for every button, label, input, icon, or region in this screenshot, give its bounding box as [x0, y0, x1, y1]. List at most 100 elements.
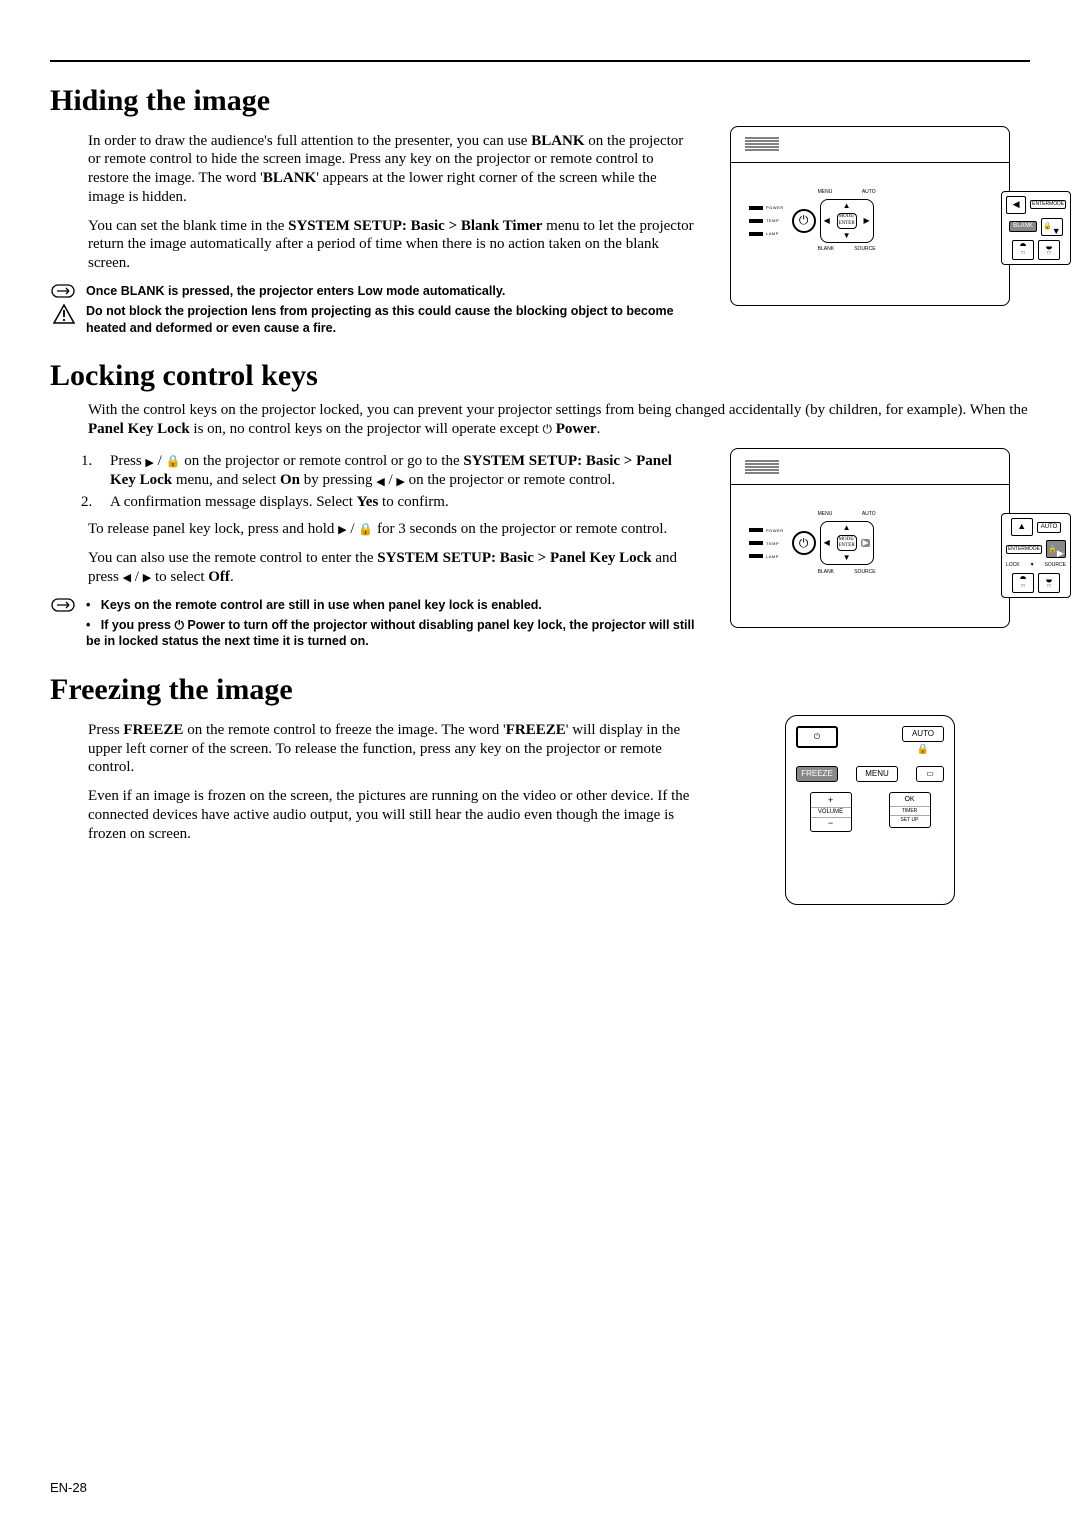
label: SOURCE [1045, 562, 1066, 568]
text: FREEZE [506, 722, 566, 738]
led-label: LAMP [766, 231, 779, 236]
blank-button: BLANK [1009, 221, 1037, 232]
note-text: • Keys on the remote control are still i… [86, 597, 696, 614]
left-arrow-icon [123, 568, 131, 587]
text: SYSTEM SETUP: Basic > Blank Timer [288, 218, 542, 234]
vent-icon [745, 136, 779, 152]
text: on the remote control to freeze the imag… [183, 722, 505, 738]
text: FREEZE [123, 722, 183, 738]
led-label: TEMP [766, 218, 779, 223]
projector-diagram-2: POWER TEMP LAMP ⏻ MENU AUTO ▲▼ ◀▶ MODE/E… [730, 448, 1010, 628]
led [749, 541, 763, 545]
keystone-button: ⯊□ [1012, 573, 1034, 593]
label: LOCK [1006, 562, 1020, 568]
text: Keys on the remote control are still in … [101, 598, 542, 612]
enter-mode-button: ENTERMODE [1006, 545, 1042, 555]
keystone-button: ⯊□ [1012, 240, 1034, 260]
page-number: EN-28 [50, 1480, 87, 1496]
label: SOURCE [854, 246, 875, 252]
label: SOURCE [854, 569, 875, 575]
s1-para1: In order to draw the audience's full att… [88, 132, 696, 207]
led-label: LAMP [766, 554, 779, 559]
led-label: POWER [766, 528, 784, 533]
note-text: • If you press ⏻ Power to turn off the p… [86, 617, 696, 651]
mode-enter-button: MODE/ENTER [837, 213, 857, 229]
text: A confirmation message displays. Select [110, 494, 357, 510]
text: You can also use the remote control to e… [88, 550, 377, 566]
lock-steps: Press / 🔒 on the projector or remote con… [50, 452, 696, 512]
menu-button: MENU [856, 766, 898, 782]
ok-timer-button: OKTIMERSET UP [889, 792, 931, 827]
remote-diagram: ⏻ AUTO 🔒 FREEZE MENU ▭ +VOLUME− OKTIMERS… [785, 715, 955, 905]
note-text: Once BLANK is pressed, the projector ent… [86, 283, 696, 300]
led [749, 528, 763, 532]
led [749, 206, 763, 210]
power-icon: ⏻ [543, 422, 553, 436]
text: to confirm. [378, 494, 448, 510]
label: MENU [818, 189, 833, 195]
dpad: ▲▼ ◀▶ MODE/ENTER [820, 199, 874, 243]
led-label: TEMP [766, 541, 779, 546]
control-cluster: POWER TEMP LAMP ⏻ MENU AUTO ▲▼ ◀▶ MODE/E… [749, 199, 874, 243]
text: Yes [357, 494, 379, 510]
label: ENTER [1008, 547, 1025, 553]
text: for 3 seconds on the projector or remote… [373, 521, 667, 537]
led [749, 232, 763, 236]
warning-lens: Do not block the projection lens from pr… [50, 303, 696, 337]
keystone-button: ⯋□ [1038, 573, 1060, 593]
label: MENU [818, 511, 833, 517]
note-text: Do not block the projection lens from pr… [86, 303, 696, 337]
text: Off [208, 569, 230, 585]
left-arrow-icon [376, 472, 384, 491]
step-2: A confirmation message displays. Select … [96, 493, 696, 512]
remote-side-locking: ▲AUTO ENTERMODE🔒▶ LOCK▼SOURCE ⯊□ ⯋□ [1001, 513, 1071, 597]
text: SYSTEM SETUP: Basic > Panel Key Lock [377, 550, 651, 566]
text: Power [556, 421, 597, 437]
remote-side-hiding: ◀ ENTERMODE BLANK🔒▼ ⯊□ ⯋□ [1001, 191, 1071, 265]
heading-locking: Locking control keys [50, 357, 1030, 395]
note-icon [50, 597, 78, 612]
up-arrow-button: ▲ [1011, 518, 1033, 536]
note-blank-low: Once BLANK is pressed, the projector ent… [50, 283, 696, 300]
label: OK [890, 795, 930, 807]
text: is on, no control keys on the projector … [190, 421, 543, 437]
vent-icon [745, 459, 779, 475]
note-keys-enabled: • Keys on the remote control are still i… [50, 597, 696, 614]
note-icon [50, 283, 78, 298]
text: BLANK [263, 170, 316, 186]
right-arrow-icon [396, 472, 404, 491]
label: BLANK [818, 569, 834, 575]
right-arrow-icon [143, 568, 151, 587]
text: In order to draw the audience's full att… [88, 133, 531, 149]
label: VOLUME [811, 807, 851, 819]
s3-para2: Even if an image is frozen on the screen… [88, 787, 696, 843]
text: Panel Key Lock [88, 421, 190, 437]
s2-release: To release panel key lock, press and hol… [88, 520, 696, 539]
note-lock-persist: • If you press ⏻ Power to turn off the p… [50, 617, 696, 651]
text: to select [151, 569, 208, 585]
text: On [280, 472, 300, 488]
text: If you press [101, 618, 175, 632]
top-rule [50, 60, 1030, 62]
lock-icon: 🔒 [166, 454, 181, 468]
lock-icon: 🔒 [358, 522, 373, 536]
text: Press [110, 453, 145, 469]
power-button-icon: ⏻ [792, 531, 816, 555]
led [749, 554, 763, 558]
source-button: ▭ [916, 766, 944, 782]
remote-power-button: ⏻ [796, 726, 838, 748]
text: With the control keys on the projector l… [88, 402, 1028, 418]
lock-right-button: 🔒▶ [1046, 540, 1066, 558]
heading-freezing: Freezing the image [50, 671, 1030, 709]
left-arrow-button: ◀ [1006, 196, 1026, 214]
led [749, 219, 763, 223]
text: You can set the blank time in the [88, 218, 288, 234]
text: Press [88, 722, 123, 738]
mode-enter-button: MODE/ENTER [837, 535, 857, 551]
s1-para2: You can set the blank time in the SYSTEM… [88, 217, 696, 273]
dpad: ▲▼ ◀▶ MODE/ENTER [820, 521, 874, 565]
enter-mode-button: ENTERMODE [1030, 200, 1066, 210]
freeze-button: FREEZE [796, 766, 838, 782]
text: . [230, 569, 234, 585]
label: MODE [1049, 202, 1064, 208]
